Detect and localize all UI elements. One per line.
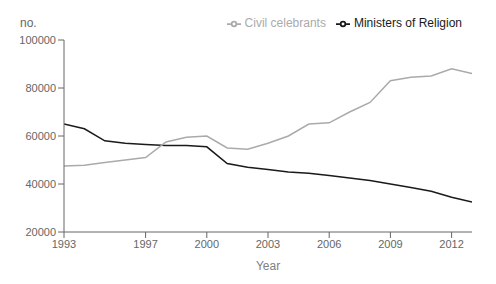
svg-text:100000: 100000 bbox=[19, 34, 56, 46]
svg-text:2012: 2012 bbox=[439, 238, 463, 250]
svg-text:1997: 1997 bbox=[133, 238, 157, 250]
svg-text:2000: 2000 bbox=[195, 238, 219, 250]
svg-text:60000: 60000 bbox=[25, 130, 56, 142]
svg-text:40000: 40000 bbox=[25, 178, 56, 190]
html-text:Ministers of Religion: Ministers of Religion bbox=[354, 16, 462, 30]
html-text:no.: no. bbox=[20, 16, 37, 30]
html-text:Civil celebrants: Civil celebrants bbox=[244, 16, 326, 30]
svg-text:2003: 2003 bbox=[256, 238, 280, 250]
svg-text:Year: Year bbox=[256, 259, 280, 273]
svg-text:80000: 80000 bbox=[25, 82, 56, 94]
svg-text:2006: 2006 bbox=[317, 238, 341, 250]
svg-text:20000: 20000 bbox=[25, 226, 56, 238]
svg-text:2009: 2009 bbox=[378, 238, 402, 250]
svg-text:1993: 1993 bbox=[52, 238, 76, 250]
